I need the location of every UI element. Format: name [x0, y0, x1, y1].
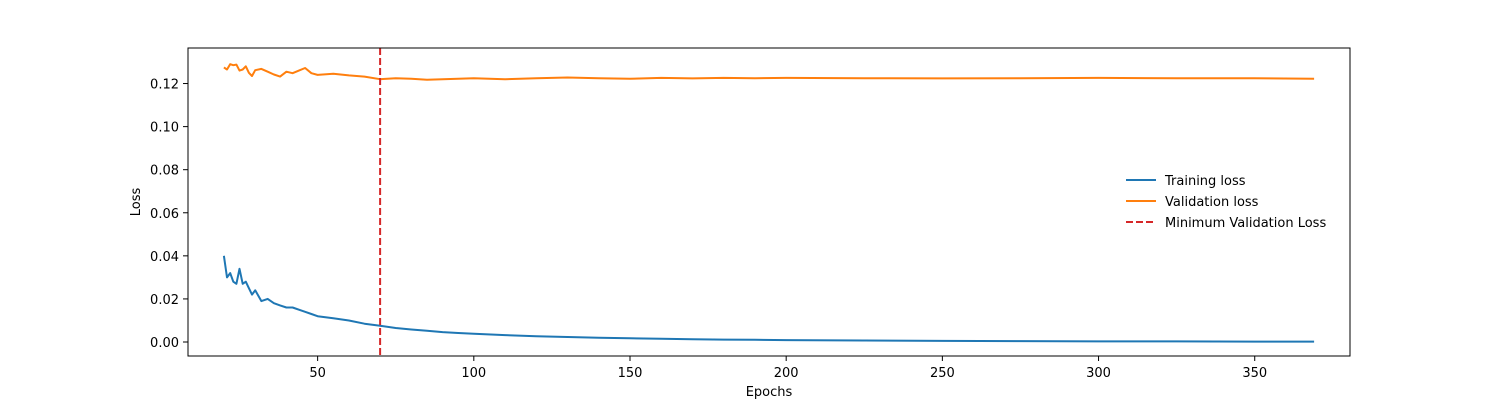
- legend-label: Training loss: [1164, 174, 1246, 189]
- legend-label: Validation loss: [1165, 195, 1259, 210]
- y-tick-label: 0.08: [150, 164, 179, 179]
- y-axis-label: Loss: [129, 188, 144, 217]
- x-axis-label: Epochs: [746, 385, 793, 400]
- x-tick-label: 300: [1086, 366, 1111, 381]
- x-tick-label: 200: [774, 366, 799, 381]
- legend: Training loss Validation loss Minimum Vali…: [1126, 174, 1326, 231]
- series-line-1: [223, 63, 1315, 81]
- x-tick-label: 250: [930, 366, 955, 381]
- y-axis: 0.00 0.02 0.04 0.06 0.08 0.10 0.12: [150, 78, 188, 351]
- legend-label: Minimum Validation Loss: [1165, 216, 1326, 231]
- y-tick-label: 0.00: [150, 336, 179, 351]
- series-line-0: [222, 255, 1315, 343]
- y-tick-label: 0.06: [150, 207, 179, 222]
- x-tick-label: 50: [309, 366, 326, 381]
- y-tick-label: 0.12: [150, 78, 179, 93]
- y-tick-label: 0.10: [150, 121, 179, 136]
- x-tick-label: 150: [618, 366, 643, 381]
- plot-area: [222, 48, 1315, 356]
- plot-frame: [187, 47, 1351, 357]
- x-tick-label: 100: [461, 366, 486, 381]
- x-axis: 50 100 150 200 250 300 350: [309, 356, 1267, 381]
- y-tick-label: 0.04: [150, 250, 179, 265]
- y-tick-label: 0.02: [150, 293, 179, 308]
- x-tick-label: 350: [1242, 366, 1267, 381]
